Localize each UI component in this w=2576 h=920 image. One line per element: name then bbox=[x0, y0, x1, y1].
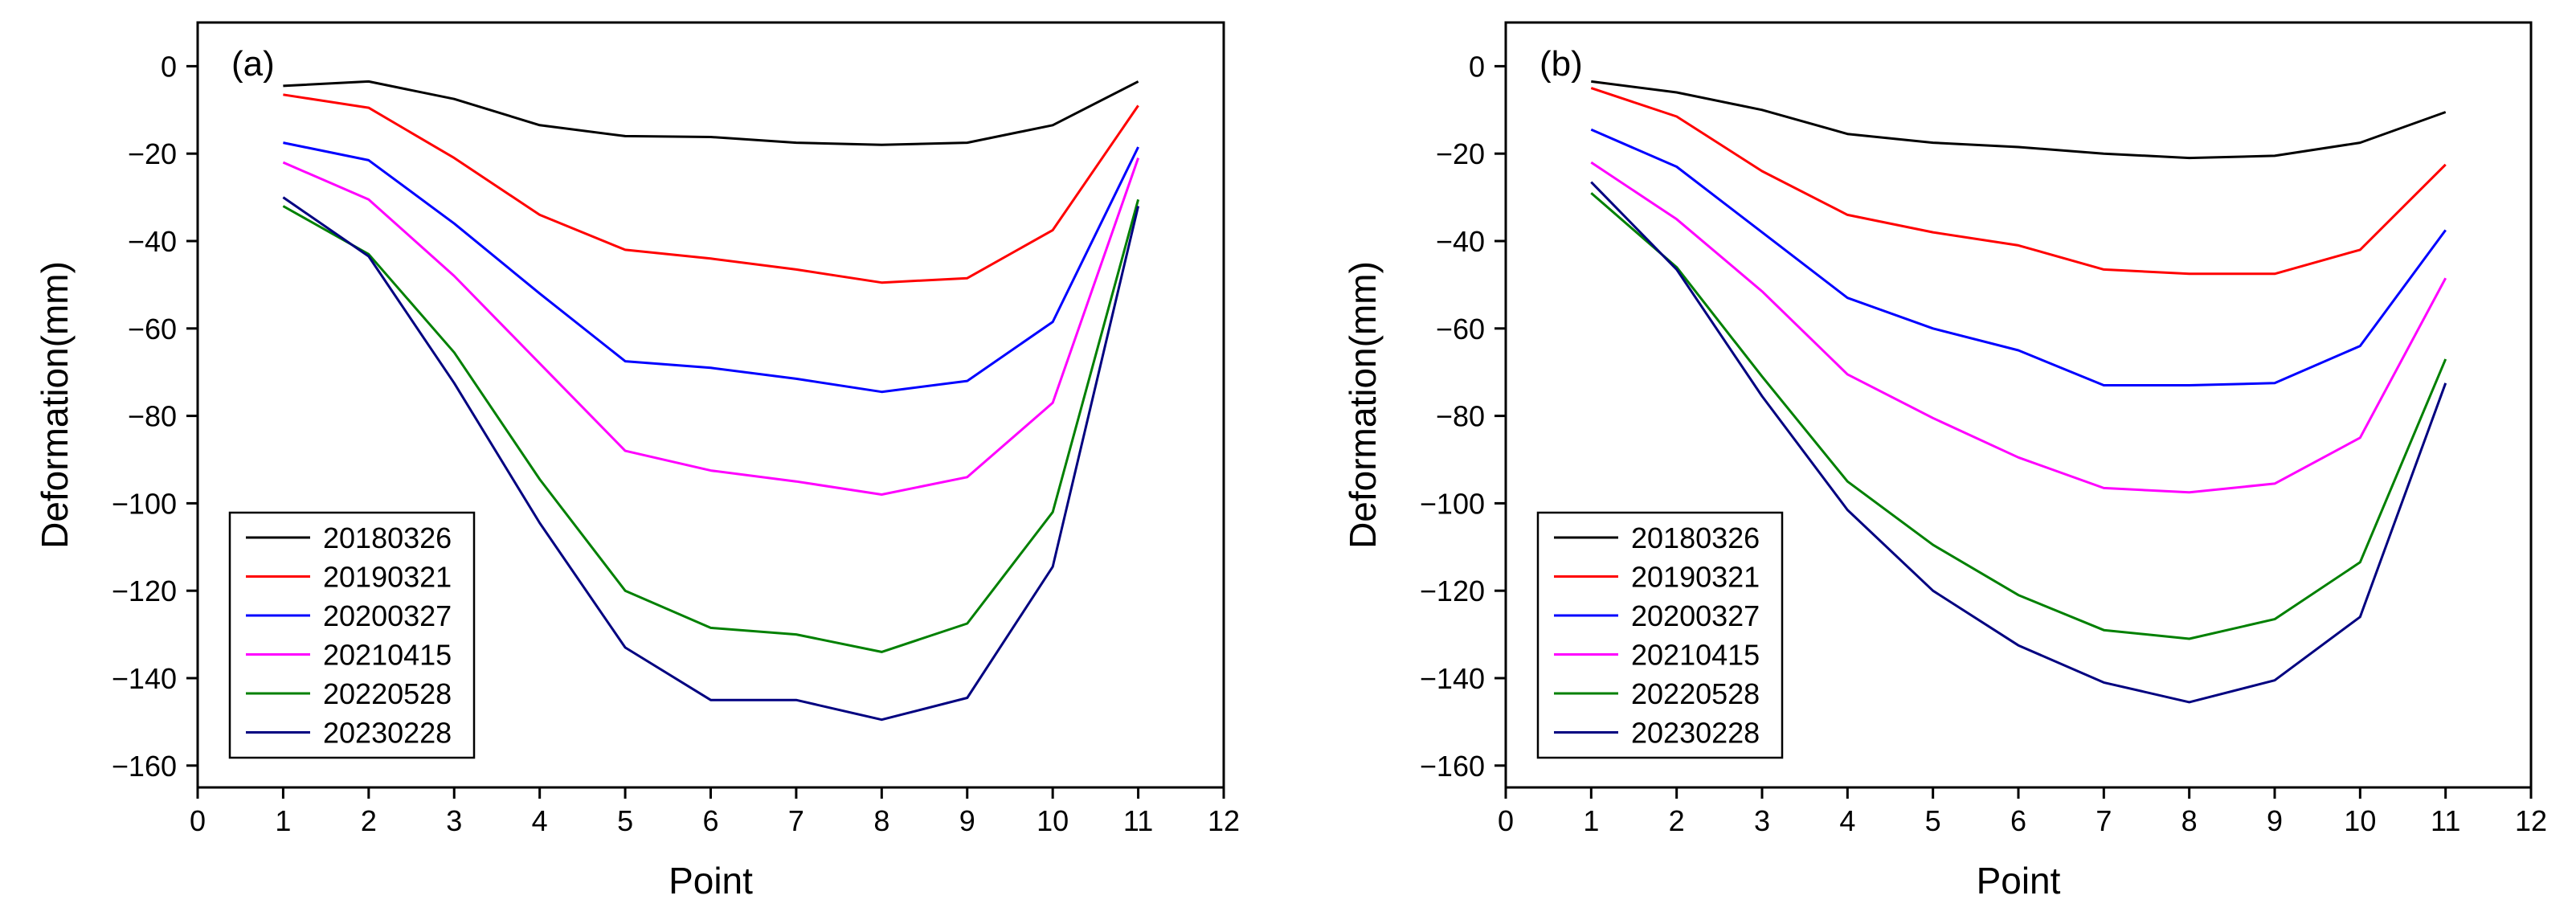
legend-label: 20190321 bbox=[323, 561, 452, 594]
x-tick-label: 3 bbox=[446, 804, 462, 837]
y-tick-label: −80 bbox=[128, 400, 177, 433]
y-tick-label: −20 bbox=[1436, 137, 1485, 170]
legend-label: 20200327 bbox=[1631, 599, 1760, 632]
chart-panel-1: 0 1 2 3 4 5 6 7 8 9 10 11 120−20−40−60−80−100−120−14… bbox=[34, 21, 1240, 902]
x-tick-label: 9 bbox=[959, 804, 975, 837]
x-tick-label: 11 bbox=[1123, 804, 1153, 837]
series-line-20210415 bbox=[282, 157, 1140, 496]
legend-label: 20180326 bbox=[1631, 521, 1760, 554]
y-axis-title: Deformation(mm) bbox=[34, 261, 76, 549]
x-tick-label: 10 bbox=[2344, 804, 2376, 837]
legend-label: 20230228 bbox=[323, 717, 452, 750]
legend-label: 20210415 bbox=[1631, 639, 1760, 672]
series-line-20230228 bbox=[282, 196, 1140, 722]
y-tick-label: −120 bbox=[1420, 574, 1485, 607]
series-line-20190321 bbox=[1590, 87, 2447, 276]
y-tick-label: −140 bbox=[1420, 662, 1485, 695]
x-tick-label: 1 bbox=[275, 804, 291, 837]
chart-panel-2: 0 1 2 3 4 5 6 7 8 9 10 11 120−20−40−60−80−100−120−14… bbox=[1342, 21, 2547, 902]
x-tick-label: 0 bbox=[1498, 804, 1514, 837]
x-axis-title: Point bbox=[669, 860, 753, 902]
series-line-20230228 bbox=[1590, 181, 2447, 704]
y-tick-label: −80 bbox=[1436, 400, 1485, 433]
x-tick-label: 12 bbox=[2515, 804, 2547, 837]
series-line-20210415 bbox=[1590, 161, 2447, 494]
panel-label: (b) bbox=[1539, 44, 1583, 84]
series-line-20180326 bbox=[1591, 80, 2447, 160]
y-tick-label: 0 bbox=[161, 50, 177, 83]
x-tick-label: 10 bbox=[1037, 804, 1069, 837]
x-tick-label: 8 bbox=[2181, 804, 2198, 837]
x-tick-label: 5 bbox=[1925, 804, 1941, 837]
legend-label: 20180326 bbox=[323, 521, 452, 554]
legend-label: 20220528 bbox=[323, 677, 452, 710]
y-tick-label: 0 bbox=[1469, 50, 1485, 83]
x-tick-label: 11 bbox=[2431, 804, 2460, 837]
y-tick-label: −60 bbox=[128, 313, 177, 346]
y-tick-label: −100 bbox=[112, 487, 177, 520]
y-tick-label: −40 bbox=[128, 225, 177, 258]
x-tick-label: 6 bbox=[2010, 804, 2026, 837]
x-tick-label: 0 bbox=[190, 804, 206, 837]
x-tick-label: 12 bbox=[1208, 804, 1240, 837]
x-tick-label: 4 bbox=[532, 804, 548, 837]
series-line-20220528 bbox=[282, 198, 1140, 653]
series-line-20200327 bbox=[283, 141, 1139, 394]
y-tick-label: −140 bbox=[112, 662, 177, 695]
x-tick-label: 6 bbox=[702, 804, 718, 837]
legend-label: 20230228 bbox=[1631, 717, 1760, 750]
x-tick-label: 1 bbox=[1583, 804, 1599, 837]
x-tick-label: 7 bbox=[788, 804, 804, 837]
legend-label: 20220528 bbox=[1631, 677, 1760, 710]
panel-label: (a) bbox=[231, 44, 275, 84]
y-tick-label: −40 bbox=[1436, 225, 1485, 258]
y-tick-label: −100 bbox=[1420, 487, 1485, 520]
y-tick-label: −160 bbox=[112, 750, 177, 783]
legend: 20180326 20190321 20200327 20210415 20220528… bbox=[1536, 511, 1784, 759]
legend-box bbox=[228, 511, 476, 759]
y-tick-label: −20 bbox=[128, 137, 177, 170]
series-line-20190321 bbox=[283, 93, 1139, 284]
x-tick-label: 5 bbox=[617, 804, 633, 837]
x-tick-label: 7 bbox=[2096, 804, 2112, 837]
series-line-20200327 bbox=[1590, 128, 2447, 386]
y-tick-label: −120 bbox=[112, 574, 177, 607]
y-tick-label: −160 bbox=[1420, 750, 1485, 783]
x-axis-title: Point bbox=[1977, 860, 2061, 902]
x-tick-label: 8 bbox=[873, 804, 889, 837]
series-line-20220528 bbox=[1590, 192, 2447, 640]
legend-box bbox=[1536, 511, 1784, 759]
legend: 20180326 20190321 20200327 20210415 20220528… bbox=[228, 511, 476, 759]
x-tick-label: 2 bbox=[1669, 804, 1685, 837]
x-tick-label: 3 bbox=[1754, 804, 1770, 837]
legend-label: 20200327 bbox=[323, 599, 452, 632]
x-tick-label: 2 bbox=[361, 804, 377, 837]
y-tick-label: −60 bbox=[1436, 313, 1485, 346]
legend-label: 20210415 bbox=[323, 639, 452, 672]
y-axis-title: Deformation(mm) bbox=[1342, 261, 1384, 549]
x-tick-label: 4 bbox=[1839, 804, 1855, 837]
x-tick-label: 9 bbox=[2267, 804, 2283, 837]
legend-label: 20190321 bbox=[1631, 561, 1760, 594]
series-line-20180326 bbox=[283, 80, 1139, 146]
